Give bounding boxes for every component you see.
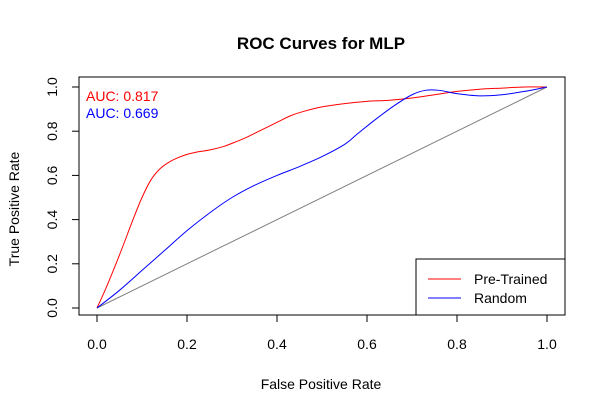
y-tick-label: 0.8 bbox=[44, 121, 60, 141]
x-tick-label: 0.4 bbox=[267, 336, 287, 352]
chart-title: ROC Curves for MLP bbox=[237, 34, 405, 53]
y-tick-label: 0.2 bbox=[44, 254, 60, 274]
y-tick-label: 0.4 bbox=[44, 210, 60, 230]
series-line-random bbox=[96, 86, 548, 309]
x-tick-label: 0.2 bbox=[177, 336, 197, 352]
diagonal-reference-layer bbox=[96, 86, 548, 309]
x-axis-label: False Positive Rate bbox=[261, 376, 382, 392]
x-tick-label: 0.0 bbox=[87, 336, 107, 352]
legend-box bbox=[415, 258, 566, 316]
y-tick-label: 0.6 bbox=[44, 165, 60, 185]
x-tick-label: 1.0 bbox=[537, 336, 557, 352]
auc-annotation-random: AUC: 0.669 bbox=[86, 105, 159, 121]
legend-label-pretrained: Pre-Trained bbox=[474, 271, 547, 287]
legend-label-random: Random bbox=[474, 290, 527, 306]
legend: Pre-Trained Random bbox=[415, 258, 566, 316]
series-line-pre-trained bbox=[96, 86, 548, 309]
y-axis-label: True Positive Rate bbox=[6, 151, 22, 266]
auc-annotation-pretrained: AUC: 0.817 bbox=[86, 88, 159, 104]
series-layer bbox=[96, 86, 548, 309]
y-tick-label: 1.0 bbox=[44, 77, 60, 97]
x-axis: 0.0 0.2 0.4 0.6 0.8 1.0 bbox=[87, 314, 557, 352]
y-axis: 0.0 0.2 0.4 0.6 0.8 1.0 bbox=[44, 77, 80, 318]
y-tick-label: 0.0 bbox=[44, 298, 60, 318]
diagonal-reference-line bbox=[96, 86, 548, 309]
x-tick-label: 0.8 bbox=[447, 336, 467, 352]
x-tick-label: 0.6 bbox=[357, 336, 377, 352]
